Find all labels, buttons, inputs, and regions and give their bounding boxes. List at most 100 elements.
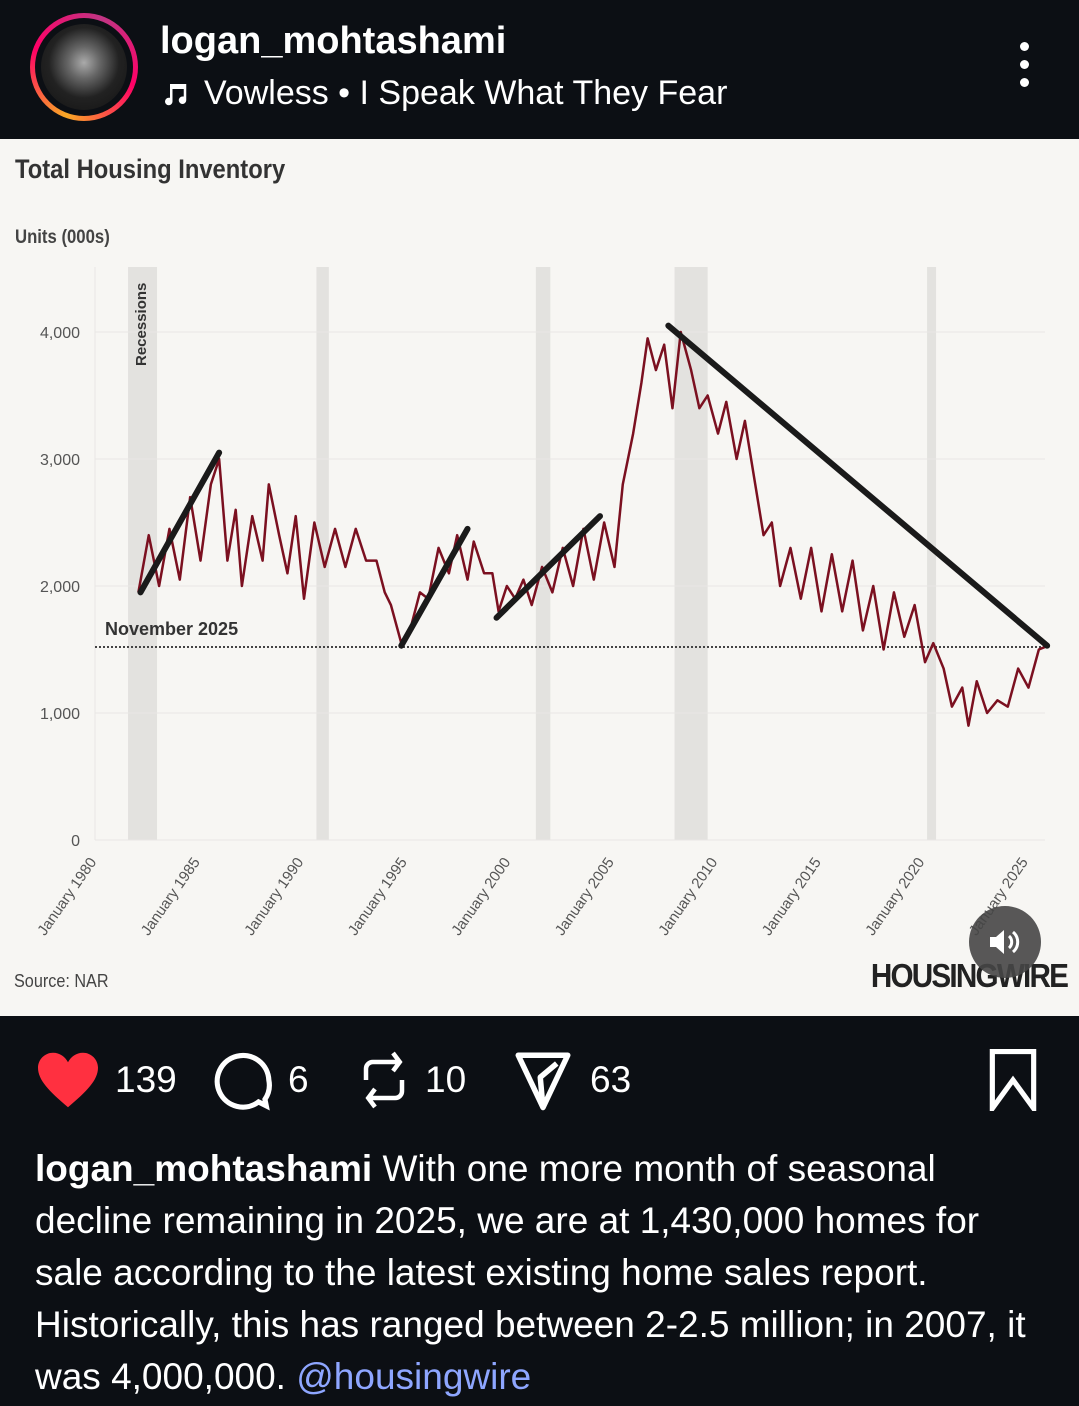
- data-point: [725, 401, 728, 403]
- x-tick-label: January 1985: [138, 855, 204, 939]
- data-point: [472, 540, 475, 543]
- sound-toggle-button[interactable]: [969, 906, 1041, 978]
- trend-line: [137, 449, 223, 596]
- data-point: [286, 572, 289, 575]
- data-point: [831, 553, 833, 556]
- data-point: [754, 483, 757, 486]
- post-image-chart: Total Housing Inventory Units (000s) 0 1,…: [0, 139, 1079, 1016]
- data-point: [466, 578, 469, 581]
- data-point: [456, 534, 458, 536]
- data-point: [663, 343, 665, 346]
- data-point: [303, 597, 305, 600]
- music-title: Vowless • I Speak What They Fear: [204, 74, 728, 112]
- y-tick-label: 3,000: [40, 452, 80, 469]
- data-point: [313, 521, 316, 524]
- data-point: [530, 604, 533, 606]
- data-point: [491, 572, 494, 575]
- x-tick-label: January 1995: [345, 855, 411, 939]
- data-point: [924, 661, 926, 663]
- data-point: [942, 667, 945, 670]
- data-point: [810, 547, 812, 549]
- chart-title: Total Housing Inventory: [15, 154, 286, 184]
- data-point: [744, 420, 746, 422]
- data-point: [706, 394, 709, 397]
- data-point: [621, 483, 624, 486]
- y-tick-label: 4,000: [40, 325, 80, 342]
- repost-button[interactable]: 10: [357, 1040, 466, 1120]
- send-icon: [515, 1052, 571, 1111]
- data-point: [613, 566, 616, 568]
- heart-icon: [38, 1052, 98, 1108]
- series-line: [137, 330, 1046, 727]
- data-point: [913, 604, 916, 606]
- avatar: [41, 24, 127, 110]
- data-point: [893, 591, 895, 594]
- repost-icon: [363, 1051, 405, 1109]
- recession-label: Recessions: [133, 283, 150, 366]
- comment-button[interactable]: 6: [212, 1040, 309, 1120]
- data-point: [779, 585, 781, 587]
- data-point: [1027, 686, 1030, 689]
- data-point: [241, 585, 243, 587]
- comment-count: 6: [288, 1059, 309, 1100]
- avatar-story-ring[interactable]: [30, 13, 138, 121]
- like-count: 139: [115, 1059, 177, 1100]
- data-point: [147, 534, 150, 536]
- recession-band: [927, 267, 937, 840]
- caption-username[interactable]: logan_mohtashami: [35, 1148, 373, 1189]
- data-point: [932, 642, 935, 644]
- trend-line: [398, 525, 471, 649]
- x-tick-label: January 2015: [759, 855, 825, 939]
- data-point: [646, 337, 649, 340]
- share-button[interactable]: 63: [510, 1040, 631, 1120]
- y-tick-label: 2,000: [40, 579, 80, 596]
- data-point: [1017, 667, 1019, 670]
- trend-line: [665, 322, 1051, 649]
- x-tick-label: January 1990: [241, 855, 307, 939]
- housingwire-logo: HOUSINGWIRE: [870, 957, 1069, 994]
- data-point: [383, 591, 386, 594]
- trend-line: [493, 513, 604, 621]
- data-point: [179, 578, 181, 581]
- x-tick-label: January 2005: [552, 855, 618, 939]
- music-link[interactable]: Vowless • I Speak What They Fear: [160, 74, 727, 113]
- data-point: [996, 699, 999, 702]
- share-count: 63: [590, 1059, 632, 1100]
- data-point: [640, 382, 643, 384]
- username[interactable]: logan_mohtashami: [160, 20, 507, 62]
- recession-band: [535, 267, 551, 840]
- data-point: [961, 686, 964, 689]
- data-point: [771, 521, 773, 524]
- data-point: [483, 572, 485, 575]
- data-point: [365, 559, 367, 562]
- like-button[interactable]: 139: [35, 1040, 177, 1120]
- data-point: [800, 597, 802, 600]
- data-point: [506, 585, 508, 587]
- data-point: [334, 528, 336, 530]
- data-point: [419, 591, 421, 594]
- data-point: [698, 407, 701, 410]
- caption-mention-link[interactable]: @housingwire: [296, 1356, 532, 1397]
- data-point: [603, 521, 605, 524]
- data-point: [903, 636, 906, 638]
- data-point: [986, 712, 988, 714]
- data-point: [448, 572, 450, 575]
- data-point: [437, 547, 440, 549]
- data-point: [717, 432, 719, 435]
- data-point: [593, 578, 595, 581]
- data-point: [851, 559, 854, 562]
- more-icon[interactable]: [1020, 42, 1029, 87]
- data-point: [655, 369, 657, 371]
- comment-icon: [214, 1052, 272, 1111]
- chart-plot: 0 1,000 2,000 3,000 4,000 January 1980 January…: [34, 267, 1051, 939]
- y-tick-label: 0: [71, 833, 80, 850]
- save-button[interactable]: [985, 1040, 1041, 1120]
- data-point: [951, 705, 953, 708]
- data-point: [872, 585, 875, 587]
- data-point: [234, 509, 237, 511]
- data-point: [158, 585, 160, 587]
- data-point: [168, 528, 171, 530]
- data-point: [1038, 648, 1040, 651]
- x-tick-label: January 2020: [862, 855, 928, 939]
- data-point: [862, 629, 864, 632]
